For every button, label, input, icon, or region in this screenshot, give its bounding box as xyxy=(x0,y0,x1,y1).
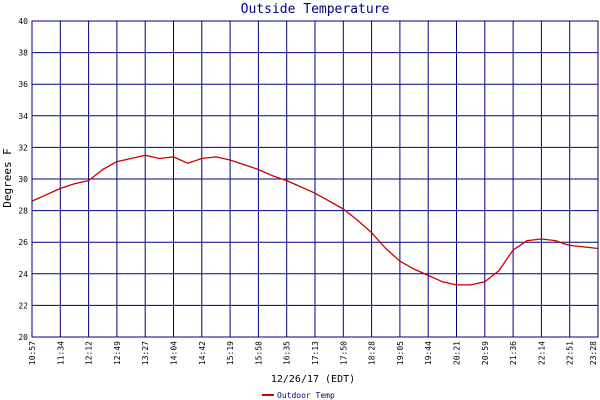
x-tick-label: 22:14 xyxy=(537,341,546,365)
data-point xyxy=(526,240,528,242)
y-axis-label: Degrees F xyxy=(1,148,14,208)
y-tick-label: 20 xyxy=(18,333,28,342)
y-tick-label: 34 xyxy=(18,112,28,121)
y-tick-label: 32 xyxy=(18,143,28,152)
data-point xyxy=(470,284,472,286)
data-point xyxy=(286,179,288,182)
data-point xyxy=(243,164,245,166)
x-tick-label: 17:13 xyxy=(311,341,320,365)
y-tick-label: 28 xyxy=(18,207,28,216)
data-point xyxy=(385,247,387,250)
y-tick-label: 40 xyxy=(18,17,28,26)
x-tick-label: 23:28 xyxy=(589,341,598,365)
y-tick-label: 24 xyxy=(18,270,28,279)
data-point xyxy=(371,232,373,234)
data-point xyxy=(172,156,175,158)
y-tick-label: 26 xyxy=(18,238,28,247)
x-tick-label: 22:51 xyxy=(566,341,575,365)
x-tick-labels: 10:57 11:34 12:12 12:49 13:27 14:04 14:42 15:19… xyxy=(28,341,598,365)
x-tick-label: 13:27 xyxy=(141,341,150,365)
data-point xyxy=(59,187,61,190)
data-point xyxy=(540,238,543,240)
x-tick-label: 11:34 xyxy=(56,341,65,365)
data-point xyxy=(187,162,189,164)
data-point xyxy=(144,154,146,156)
data-point xyxy=(73,183,76,185)
data-point xyxy=(130,157,132,160)
data-point xyxy=(328,200,330,202)
x-tick-label: 12:49 xyxy=(113,341,122,365)
data-point xyxy=(257,168,259,171)
y-tick-label: 36 xyxy=(18,80,28,89)
x-tick-label: 14:42 xyxy=(198,341,207,365)
series-line-outdoor-temp xyxy=(31,154,599,286)
x-tick-label: 19:44 xyxy=(424,341,433,365)
data-point xyxy=(413,268,415,270)
legend-label: Outdoor Temp xyxy=(277,391,335,400)
data-point xyxy=(314,192,316,194)
x-tick-label: 20:59 xyxy=(481,341,490,365)
data-point xyxy=(356,219,359,221)
data-point xyxy=(229,159,231,161)
x-tick-label: 16:35 xyxy=(283,341,292,365)
x-tick-label: 15:58 xyxy=(254,341,263,365)
chart-title: Outside Temperature xyxy=(241,2,390,17)
x-tick-label: 19:05 xyxy=(396,341,405,365)
data-point xyxy=(88,179,90,182)
y-tick-label: 38 xyxy=(18,49,28,58)
data-point xyxy=(498,270,500,272)
x-tick-label: 18:28 xyxy=(368,341,377,365)
data-point xyxy=(427,274,429,276)
x-axis-label: 12/26/17 (EDT) xyxy=(271,374,355,385)
x-tick-label: 20:21 xyxy=(453,341,462,365)
data-point xyxy=(300,186,302,188)
legend: Outdoor Temp xyxy=(262,391,335,400)
data-point xyxy=(554,240,557,242)
data-point xyxy=(342,208,344,210)
data-point xyxy=(455,284,458,286)
data-point xyxy=(512,249,514,251)
data-point xyxy=(563,243,565,245)
data-point xyxy=(569,244,571,246)
series-layer xyxy=(31,154,599,286)
plot-frame xyxy=(31,20,599,338)
y-tick-label: 22 xyxy=(18,301,28,310)
data-point xyxy=(399,260,401,262)
data-point xyxy=(102,168,104,171)
data-point xyxy=(201,157,203,160)
data-point xyxy=(38,197,40,199)
x-tick-label: 15:19 xyxy=(226,341,235,365)
x-tick-label: 21:36 xyxy=(509,341,518,365)
data-point xyxy=(271,175,274,177)
y-tick-label: 30 xyxy=(18,175,28,184)
data-point xyxy=(52,191,54,193)
data-point xyxy=(116,161,118,163)
data-point xyxy=(583,246,585,248)
data-point xyxy=(441,281,443,283)
x-tick-label: 12:12 xyxy=(85,341,94,365)
x-tick-label: 14:04 xyxy=(170,341,179,365)
y-tick-labels: 20 22 24 26 28 30 32 34 36 38 40 xyxy=(18,17,28,342)
x-tick-label: 17:50 xyxy=(339,341,348,365)
data-point xyxy=(45,194,47,196)
data-point xyxy=(484,281,486,283)
data-point xyxy=(158,157,160,160)
x-tick-label: 10:57 xyxy=(28,341,37,365)
grid xyxy=(31,20,599,338)
data-point xyxy=(215,156,217,158)
